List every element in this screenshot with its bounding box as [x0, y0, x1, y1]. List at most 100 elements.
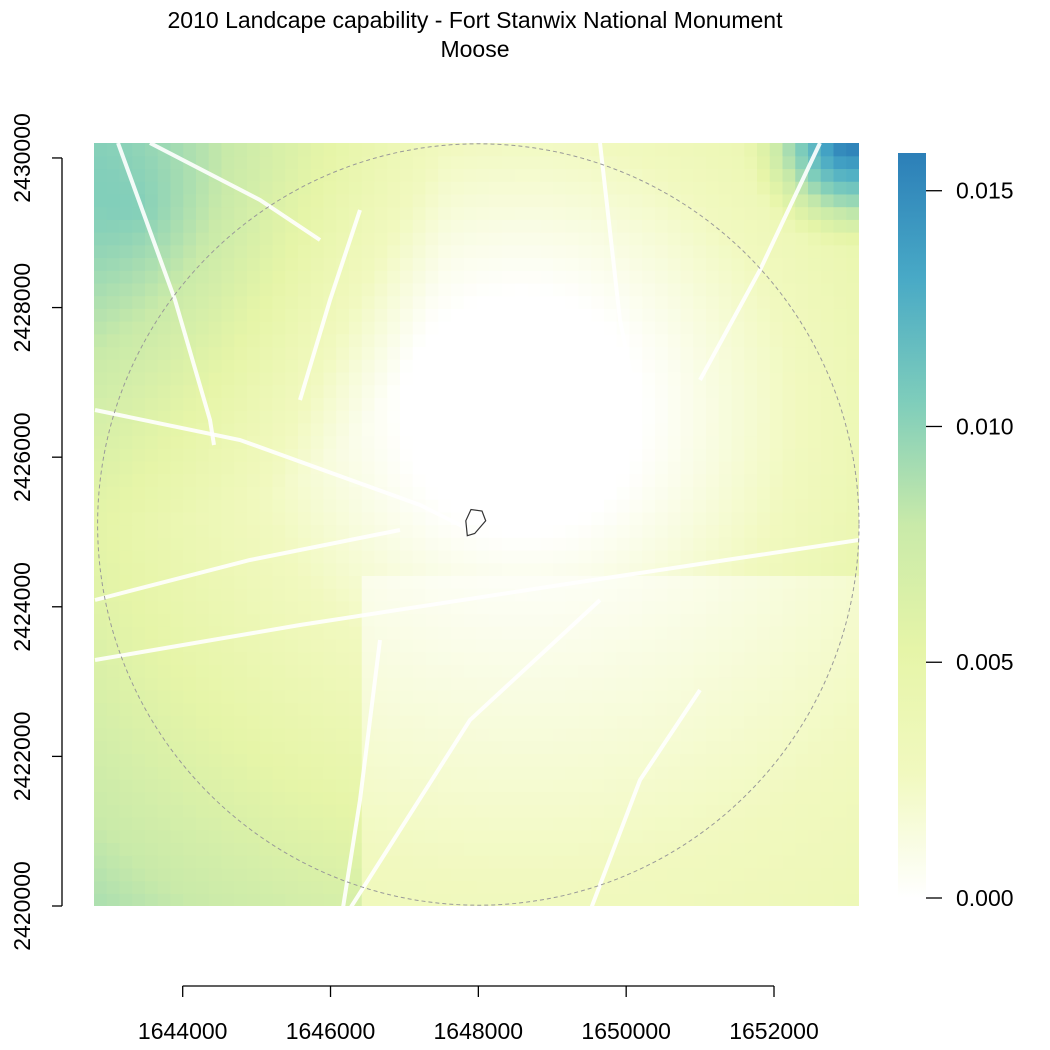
raster-cell — [629, 588, 643, 602]
raster-cell — [196, 867, 210, 882]
raster-cell — [272, 270, 286, 284]
raster-cell — [489, 359, 503, 373]
raster-cell — [578, 893, 592, 906]
raster-cell — [157, 232, 172, 246]
raster-cell — [132, 511, 146, 526]
raster-cell — [540, 727, 554, 742]
raster-cell — [757, 410, 771, 424]
raster-cell — [208, 880, 223, 894]
raster-cell — [616, 778, 631, 793]
raster-cell — [323, 410, 337, 424]
raster-cell — [820, 702, 835, 716]
raster-cell — [412, 168, 427, 182]
raster-cell — [400, 321, 414, 335]
raster-cell — [323, 206, 337, 220]
raster-cell — [667, 791, 682, 805]
raster-cell — [578, 460, 592, 475]
raster-cell — [361, 816, 376, 831]
raster-cell — [514, 855, 529, 869]
raster-cell — [553, 562, 567, 576]
raster-cell — [808, 829, 822, 844]
raster-cell — [400, 880, 414, 894]
raster-cell — [833, 422, 847, 437]
raster-cell — [374, 219, 388, 233]
raster-cell — [846, 727, 859, 742]
raster-cell — [234, 588, 248, 602]
raster-cell — [553, 473, 567, 487]
raster-cell — [820, 791, 835, 805]
raster-cell — [145, 206, 159, 220]
raster-cell — [795, 638, 809, 653]
raster-cell — [94, 766, 108, 780]
road-feature — [94, 408, 471, 532]
raster-cell — [808, 880, 822, 894]
raster-cell — [412, 333, 427, 348]
raster-cell — [234, 613, 248, 627]
raster-cell — [527, 511, 541, 526]
raster-cell — [323, 371, 337, 386]
raster-cell — [298, 626, 312, 640]
raster-cell — [183, 143, 197, 157]
raster-cell — [361, 448, 376, 462]
raster-cell — [769, 727, 784, 742]
raster-cell — [259, 295, 274, 309]
raster-cell — [782, 232, 796, 246]
raster-cell — [706, 499, 720, 513]
raster-cell — [361, 562, 376, 576]
raster-cell — [132, 384, 146, 398]
raster-cell — [170, 715, 184, 729]
raster-cell — [706, 867, 720, 882]
raster-cell — [145, 499, 159, 513]
raster-cell — [642, 473, 656, 487]
raster-cell — [221, 549, 235, 564]
raster-cell — [693, 232, 707, 246]
raster-cell — [247, 715, 261, 729]
raster-cell — [438, 155, 452, 170]
raster-cell — [706, 562, 720, 576]
raster-cell — [349, 321, 363, 335]
raster-cell — [616, 715, 631, 729]
raster-cell — [349, 193, 363, 208]
raster-cell — [808, 740, 822, 754]
raster-cell — [833, 321, 847, 335]
raster-cell — [400, 664, 414, 678]
raster-cell — [221, 855, 235, 869]
raster-cell — [298, 880, 312, 894]
raster-cell — [170, 855, 184, 869]
raster-cell — [502, 829, 516, 844]
raster-cell — [285, 677, 299, 691]
raster-cell — [323, 549, 337, 564]
raster-cell — [489, 816, 503, 831]
raster-cell — [527, 715, 541, 729]
raster-cell — [119, 270, 133, 284]
raster-cell — [196, 664, 210, 678]
raster-cell — [820, 460, 835, 475]
raster-cell — [578, 206, 592, 220]
raster-cell — [642, 638, 656, 653]
raster-cell — [655, 816, 669, 831]
raster-cell — [157, 371, 172, 386]
raster-cell — [527, 168, 541, 182]
raster-cell — [170, 677, 184, 691]
raster-cell — [451, 816, 465, 831]
y-tick-label: 2428000 — [9, 263, 35, 353]
raster-cell — [170, 346, 184, 360]
raster-cell — [157, 448, 172, 462]
raster-cell — [310, 855, 325, 869]
raster-cell — [527, 371, 541, 386]
raster-cell — [527, 753, 541, 767]
raster-cell — [145, 626, 159, 640]
raster-cell — [667, 422, 682, 437]
raster-cell — [706, 397, 720, 411]
raster-cell — [183, 702, 197, 716]
raster-cell — [323, 359, 337, 373]
raster-cell — [298, 499, 312, 513]
raster-cell — [132, 346, 146, 360]
raster-cell — [642, 244, 656, 259]
raster-cell — [655, 384, 669, 398]
raster-cell — [208, 727, 223, 742]
raster-cell — [795, 575, 809, 589]
raster-cell — [476, 829, 490, 844]
raster-cell — [527, 816, 541, 831]
raster-cell — [744, 588, 758, 602]
